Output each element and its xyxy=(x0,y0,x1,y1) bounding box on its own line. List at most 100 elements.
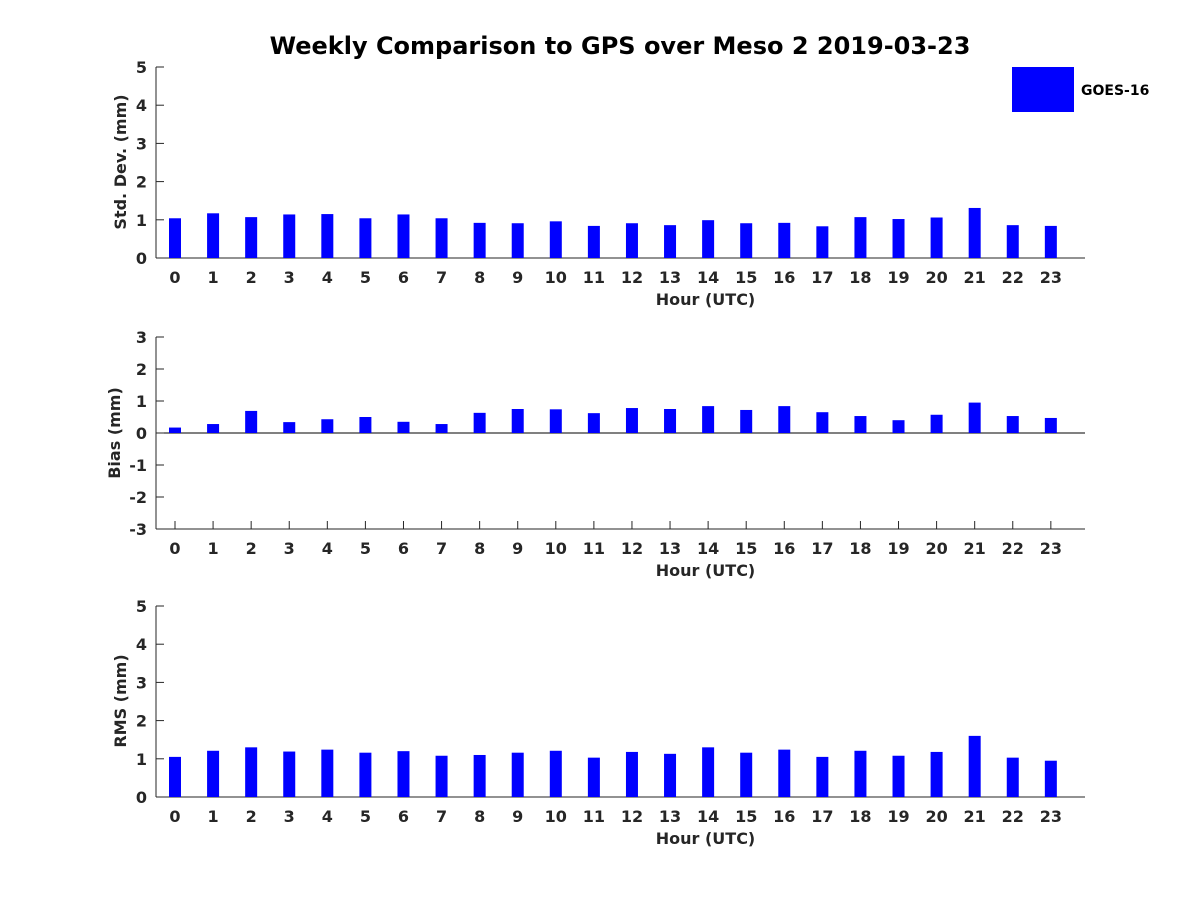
x-tick-label: 18 xyxy=(849,539,871,558)
x-axis-label: Hour (UTC) xyxy=(656,561,756,580)
bar xyxy=(245,217,258,258)
bar xyxy=(397,751,410,797)
y-tick-label: 3 xyxy=(136,134,147,153)
x-tick-label: 12 xyxy=(621,539,643,558)
bar xyxy=(778,406,791,433)
bar xyxy=(321,214,334,258)
bar xyxy=(435,424,448,433)
x-tick-label: 6 xyxy=(398,268,409,287)
bar xyxy=(1044,225,1057,258)
y-tick-label: 5 xyxy=(136,597,147,616)
bar xyxy=(816,412,829,433)
x-tick-label: 7 xyxy=(436,539,447,558)
x-tick-label: 5 xyxy=(360,539,371,558)
x-tick-label: 0 xyxy=(169,807,180,826)
x-tick-label: 12 xyxy=(621,807,643,826)
x-tick-label: 4 xyxy=(322,807,333,826)
x-tick-label: 21 xyxy=(964,807,986,826)
bar xyxy=(892,420,905,433)
bar xyxy=(854,416,867,433)
x-tick-label: 13 xyxy=(659,268,681,287)
bar xyxy=(321,749,334,797)
bar xyxy=(625,751,638,797)
bar xyxy=(245,410,258,433)
bar xyxy=(1006,225,1019,258)
bar xyxy=(473,222,486,258)
figure-title: Weekly Comparison to GPS over Meso 2 201… xyxy=(270,32,971,60)
bar xyxy=(169,427,181,433)
bar xyxy=(816,756,829,797)
bar xyxy=(549,750,562,797)
x-tick-label: 6 xyxy=(398,807,409,826)
x-tick-label: 16 xyxy=(773,539,795,558)
x-tick-label: 22 xyxy=(1002,807,1024,826)
legend-label: GOES-16 xyxy=(1081,83,1149,99)
bar xyxy=(473,412,486,433)
x-tick-label: 17 xyxy=(811,268,833,287)
x-tick-label: 14 xyxy=(697,268,719,287)
x-tick-label: 19 xyxy=(887,539,909,558)
bar xyxy=(778,749,791,797)
bar xyxy=(854,750,867,797)
x-tick-label: 20 xyxy=(925,539,947,558)
bar xyxy=(740,752,753,797)
bar xyxy=(169,218,181,258)
x-tick-label: 17 xyxy=(811,807,833,826)
y-tick-label: 5 xyxy=(136,58,147,77)
bar xyxy=(245,747,258,797)
y-tick-label: 2 xyxy=(136,173,147,192)
x-tick-label: 4 xyxy=(322,539,333,558)
legend-swatch xyxy=(1012,67,1074,112)
bar xyxy=(968,735,981,797)
x-tick-label: 11 xyxy=(583,268,605,287)
bar xyxy=(930,217,943,258)
bar xyxy=(511,409,524,433)
x-tick-label: 16 xyxy=(773,268,795,287)
y-tick-label: 0 xyxy=(136,788,147,807)
bar xyxy=(930,751,943,797)
x-tick-label: 11 xyxy=(583,807,605,826)
x-tick-label: 0 xyxy=(169,539,180,558)
bar xyxy=(169,756,181,797)
bar xyxy=(473,754,486,797)
x-tick-label: 19 xyxy=(887,807,909,826)
bar xyxy=(549,409,562,433)
x-tick-label: 23 xyxy=(1040,268,1062,287)
bar xyxy=(1044,760,1057,797)
x-tick-label: 17 xyxy=(811,539,833,558)
bar xyxy=(207,213,220,258)
x-tick-label: 11 xyxy=(583,539,605,558)
x-tick-label: 8 xyxy=(474,539,485,558)
x-tick-label: 13 xyxy=(659,807,681,826)
x-tick-label: 21 xyxy=(964,268,986,287)
x-tick-label: 18 xyxy=(849,807,871,826)
bar xyxy=(892,755,905,797)
x-tick-label: 3 xyxy=(284,807,295,826)
y-tick-label: 2 xyxy=(136,360,147,379)
bar xyxy=(207,424,220,433)
x-tick-label: 15 xyxy=(735,539,757,558)
x-tick-label: 15 xyxy=(735,268,757,287)
bar xyxy=(664,409,677,433)
bar xyxy=(702,220,715,258)
bar xyxy=(664,225,677,258)
bar xyxy=(816,226,829,258)
x-tick-label: 5 xyxy=(360,268,371,287)
bar xyxy=(435,755,448,797)
bar xyxy=(968,402,981,433)
bar xyxy=(702,747,715,797)
bar xyxy=(587,757,600,797)
y-tick-label: 3 xyxy=(136,673,147,692)
x-tick-label: 3 xyxy=(284,268,295,287)
legend: GOES-16 xyxy=(1012,67,1149,112)
x-tick-label: 9 xyxy=(512,807,523,826)
x-axis-label: Hour (UTC) xyxy=(656,829,756,848)
x-tick-label: 22 xyxy=(1002,268,1024,287)
bar xyxy=(930,414,943,433)
bar xyxy=(625,223,638,258)
x-tick-label: 15 xyxy=(735,807,757,826)
x-tick-label: 7 xyxy=(436,807,447,826)
y-axis-label: Bias (mm) xyxy=(105,387,124,479)
